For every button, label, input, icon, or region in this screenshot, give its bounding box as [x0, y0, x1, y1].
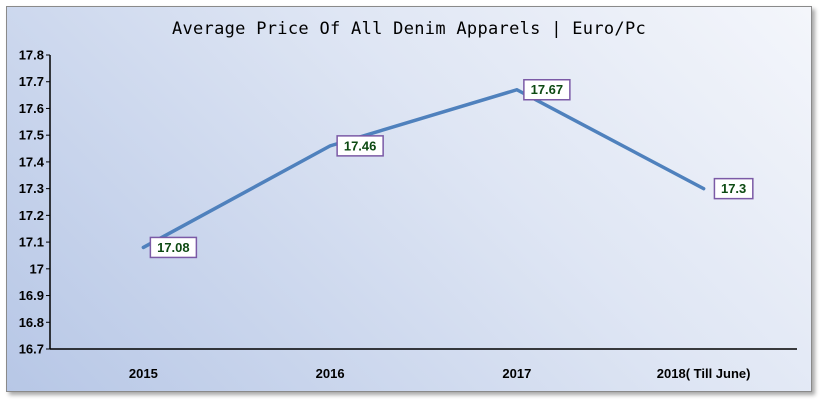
x-tick-labels: 2015 2016 2017 2018( Till June) — [129, 366, 751, 381]
y-tick-label: 17.1 — [19, 235, 44, 250]
y-tick-label: 17.2 — [19, 208, 44, 223]
x-tick-label: 2016 — [316, 366, 345, 381]
y-tick-label: 17.8 — [19, 48, 44, 63]
chart-frame: Average Price Of All Denim Apparels | Eu… — [6, 6, 812, 392]
x-tick-label: 2018( Till June) — [657, 366, 751, 381]
data-point — [515, 88, 519, 92]
data-label-text: 17.3 — [721, 181, 746, 196]
y-tick-label: 17.3 — [19, 181, 44, 196]
series-layer — [141, 87, 706, 250]
data-label: 17.08 — [149, 236, 198, 259]
y-tick-label: 17 — [30, 261, 44, 276]
y-tick-label: 16.7 — [19, 342, 44, 357]
y-tick-label: 16.8 — [19, 315, 44, 330]
data-label-text: 17.67 — [531, 82, 564, 97]
data-label-text: 17.08 — [157, 240, 190, 255]
y-ticks: 16.7 16.8 16.9 17 17.1 17.2 17.3 17.4 17.5 17.6 17… — [19, 48, 50, 357]
data-label: 17.46 — [336, 135, 384, 157]
x-tick-label: 2017 — [502, 366, 531, 381]
y-tick-label: 16.9 — [19, 288, 44, 303]
data-point — [141, 245, 145, 249]
data-label-box — [713, 177, 754, 200]
y-tick-label: 17.6 — [19, 101, 44, 116]
y-tick-label: 17.7 — [19, 74, 44, 89]
data-label-box — [336, 135, 384, 157]
data-label-text: 17.46 — [344, 138, 377, 153]
data-label-box — [149, 236, 198, 259]
data-label: 17.67 — [523, 78, 571, 101]
line-chart: 16.7 16.8 16.9 17 17.1 17.2 17.3 17.4 17.5 17.6 17… — [19, 48, 797, 381]
y-tick-label: 17.5 — [19, 128, 44, 143]
data-label-box — [523, 78, 571, 101]
y-tick-label: 17.4 — [19, 154, 45, 169]
data-labels: 17.08 17.46 17.67 17.3 — [149, 78, 754, 259]
data-label: 17.3 — [713, 177, 754, 200]
x-tick-label: 2015 — [129, 366, 158, 381]
series-line — [141, 87, 706, 250]
data-point — [328, 144, 332, 148]
axes — [49, 55, 797, 350]
chart-title: Average Price Of All Denim Apparels | Eu… — [171, 19, 647, 39]
data-point — [702, 187, 706, 191]
